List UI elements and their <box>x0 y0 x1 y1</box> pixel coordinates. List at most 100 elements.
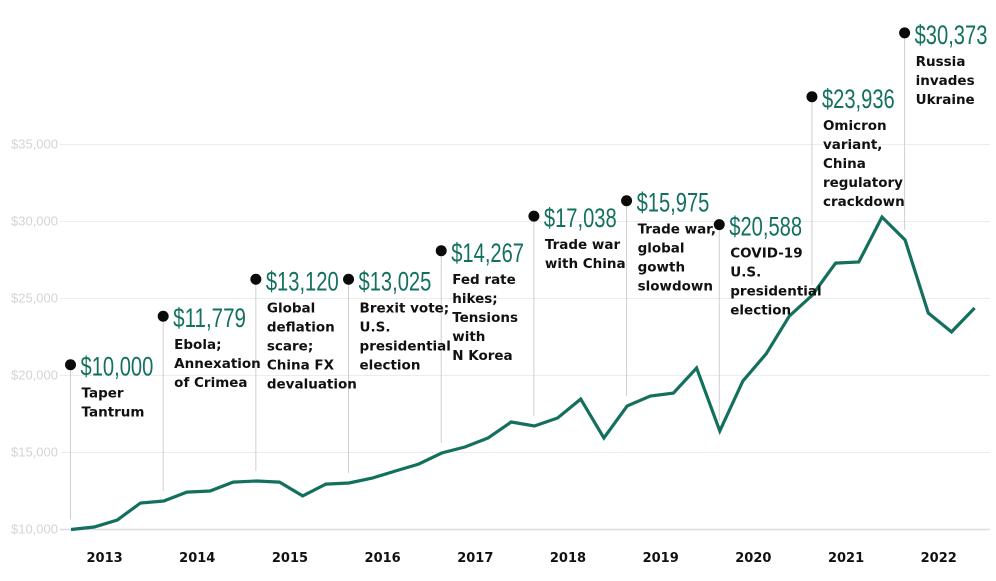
data-point: 13800 <box>394 469 397 472</box>
y-tick-label: $30,000 <box>11 214 58 229</box>
y-tick-label: $10,000 <box>11 522 58 537</box>
annotation-marker <box>343 273 355 285</box>
annotation-label: Tantrum <box>82 405 145 421</box>
x-tick-label: 2020 <box>735 551 771 566</box>
annotation-label: gowth <box>638 260 685 276</box>
annotation-label: U.S. <box>730 265 761 281</box>
data-point: 10160 <box>93 526 96 529</box>
annotation-marker <box>806 91 818 103</box>
data-point: 24060 <box>927 311 930 314</box>
annotation-label: slowdown <box>638 279 713 295</box>
annotation-label: Ukraine <box>916 92 975 108</box>
data-point: 27370 <box>857 261 860 264</box>
annotation-marker <box>528 210 540 222</box>
annotation-value: $17,038 <box>544 203 617 233</box>
annotation-marker <box>65 359 76 371</box>
data-point: 24380 <box>973 307 976 310</box>
annotation-label: invades <box>916 73 975 89</box>
annotation-label: Russia <box>916 54 966 70</box>
annotation-value: $20,588 <box>729 212 802 242</box>
annotation-label: devaluation <box>267 376 357 392</box>
annotation-label: presidential <box>360 338 451 354</box>
annotation-label: N Korea <box>452 348 512 364</box>
x-tick-label: 2016 <box>365 551 401 566</box>
annotation-marker <box>713 219 725 231</box>
data-point: 13080 <box>232 481 235 484</box>
data-point: 16980 <box>510 421 513 424</box>
annotation-marker <box>621 195 633 207</box>
data-point: 10000 <box>70 528 73 531</box>
grid-layer <box>60 144 990 531</box>
x-tick-label: 2021 <box>828 551 864 566</box>
annotation-label: Fed rate <box>452 272 516 288</box>
series-line <box>70 214 976 532</box>
x-tick-label: 2015 <box>272 551 308 566</box>
annotation-label: Global <box>267 300 315 316</box>
x-axis-labels: 2013 2014 2015 2016 2017 2018 2019 2020 2021 2022 <box>87 551 957 566</box>
annotation-label: variant, <box>823 137 883 153</box>
x-tick-label: 2013 <box>87 551 123 566</box>
data-point: 14250 <box>417 463 420 466</box>
annotation-value: $13,120 <box>266 266 339 296</box>
annotation-label: China FX <box>267 357 335 373</box>
data-point: 12950 <box>324 483 327 486</box>
annotation-label: hikes; <box>452 291 497 307</box>
annotation-label: U.S. <box>360 319 391 335</box>
data-point: 13340 <box>371 477 374 480</box>
data-point: 18020 <box>626 404 629 407</box>
data-point: 12500 <box>209 490 212 493</box>
y-tick-label: $35,000 <box>11 137 58 152</box>
x-tick-label: 2018 <box>550 551 586 566</box>
y-axis-labels: $10,000 $15,000 $20,000 $25,000 $30,000 $35,0… <box>11 137 58 537</box>
data-point: 14970 <box>440 451 443 454</box>
data-point: 16400 <box>718 429 721 432</box>
data-point: 22830 <box>950 330 953 333</box>
annotation-label: regulatory <box>823 175 903 191</box>
annotation-label: of Crimea <box>174 375 247 391</box>
annotation-label: COVID-19 <box>730 246 802 262</box>
annotation-label: global <box>638 241 685 257</box>
data-point: 12430 <box>185 491 188 494</box>
annotation-value: $23,936 <box>822 84 895 114</box>
annotation-leaders <box>70 32 906 520</box>
data-point: 13150 <box>255 479 258 482</box>
x-tick-label: 2019 <box>643 551 679 566</box>
annotation-marker <box>250 273 262 285</box>
annotation-label: presidential <box>730 284 821 300</box>
annotation-label: crackdown <box>823 194 905 210</box>
data-point: 11850 <box>162 500 165 503</box>
data-point: 12180 <box>301 494 304 497</box>
data-point: 27300 <box>834 262 837 265</box>
data-point: 18470 <box>579 398 582 401</box>
data-point: 18860 <box>672 392 675 395</box>
annotation-label: Trade war <box>545 237 621 253</box>
data-point: 19640 <box>741 380 744 383</box>
annotation-label: China <box>823 156 866 172</box>
series-layer: 10000 10160 10620 11720 11850 12430 12500 13080… <box>70 214 976 532</box>
annotation-label: with <box>452 329 485 345</box>
annotation-label: deflation <box>267 319 335 335</box>
annotation-label: election <box>360 357 421 373</box>
data-point: 21400 <box>765 352 768 355</box>
data-point: 16720 <box>533 425 536 428</box>
y-tick-label: $25,000 <box>11 291 58 306</box>
x-tick-label: 2017 <box>457 551 493 566</box>
data-point: 13080 <box>278 481 281 484</box>
annotation-label: election <box>730 303 791 319</box>
annotation-label: scare; <box>267 338 313 354</box>
annotation-marker <box>899 27 911 39</box>
annotation-label: Ebola; <box>174 337 221 353</box>
y-tick-label: $15,000 <box>11 445 58 460</box>
annotation-label: Trade war, <box>638 222 716 238</box>
data-point: 15360 <box>463 445 466 448</box>
x-tick-label: 2014 <box>179 551 215 566</box>
annotation-label: Annexation <box>174 356 261 372</box>
data-point: 15940 <box>487 437 490 440</box>
annotation-value: $13,025 <box>359 266 432 296</box>
annotation-label: Omicron <box>823 118 887 134</box>
data-point: 20490 <box>695 366 698 369</box>
annotation-marker <box>157 310 169 322</box>
data-point: 18670 <box>649 394 652 397</box>
annotation-label: Tensions <box>452 310 518 326</box>
